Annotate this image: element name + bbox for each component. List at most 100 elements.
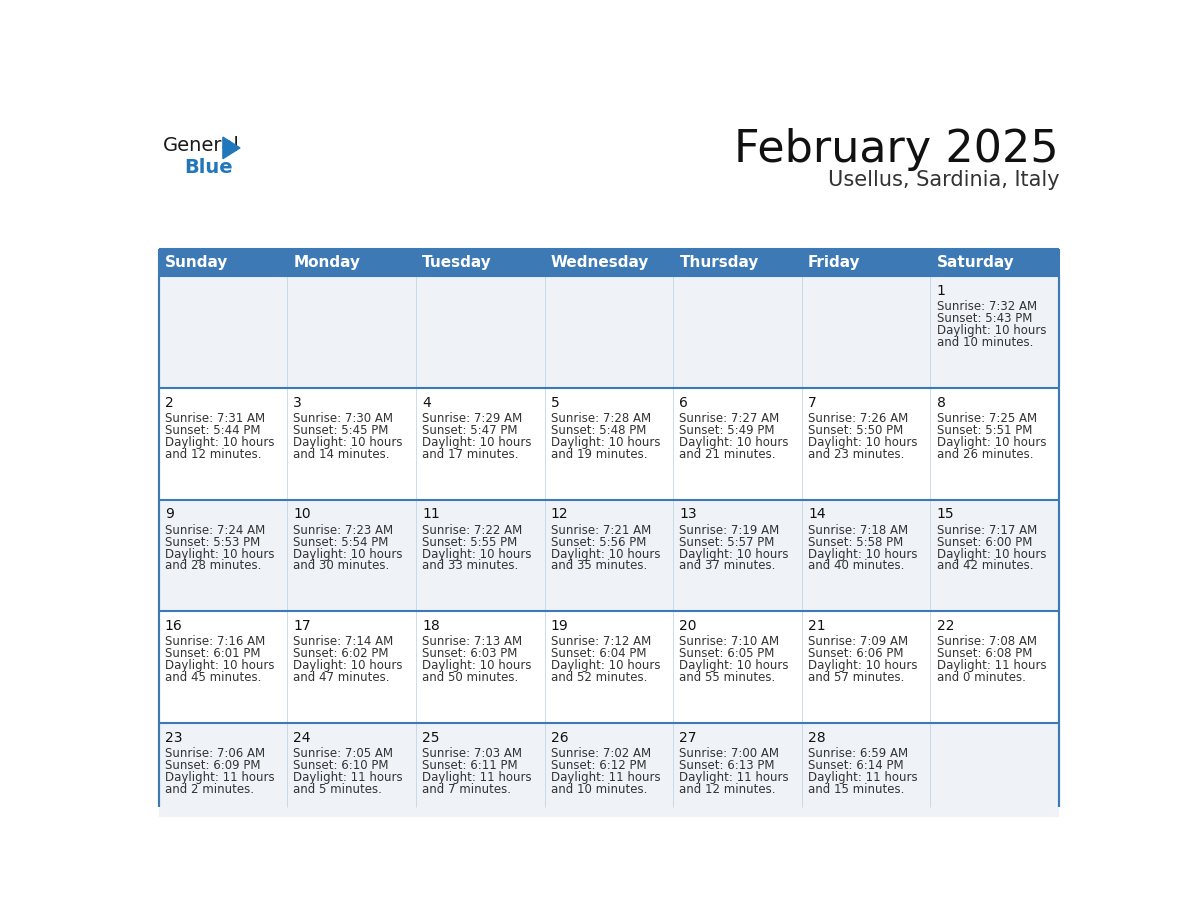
- Text: 12: 12: [551, 508, 568, 521]
- Text: 15: 15: [936, 508, 954, 521]
- Text: 5: 5: [551, 396, 560, 409]
- Text: Sunset: 6:05 PM: Sunset: 6:05 PM: [680, 647, 775, 660]
- Text: 3: 3: [293, 396, 302, 409]
- Bar: [287, 499, 416, 611]
- Text: Daylight: 10 hours: Daylight: 10 hours: [165, 659, 274, 672]
- Bar: [544, 276, 674, 388]
- Text: Sunset: 5:48 PM: Sunset: 5:48 PM: [551, 424, 646, 437]
- Text: Sunset: 5:55 PM: Sunset: 5:55 PM: [422, 535, 517, 549]
- Bar: [158, 723, 287, 834]
- Text: Sunrise: 7:13 AM: Sunrise: 7:13 AM: [422, 635, 523, 648]
- Text: Sunset: 5:51 PM: Sunset: 5:51 PM: [936, 424, 1032, 437]
- Text: and 55 minutes.: and 55 minutes.: [680, 671, 776, 684]
- Bar: [674, 723, 802, 834]
- Text: and 28 minutes.: and 28 minutes.: [165, 559, 261, 573]
- Text: Sunset: 5:47 PM: Sunset: 5:47 PM: [422, 424, 518, 437]
- Text: and 17 minutes.: and 17 minutes.: [422, 448, 519, 461]
- Text: 7: 7: [808, 396, 817, 409]
- Bar: [158, 388, 287, 499]
- Text: Sunset: 6:09 PM: Sunset: 6:09 PM: [165, 759, 260, 772]
- Text: 2: 2: [165, 396, 173, 409]
- Text: 20: 20: [680, 619, 697, 633]
- Text: Sunset: 6:00 PM: Sunset: 6:00 PM: [936, 535, 1032, 549]
- Text: 9: 9: [165, 508, 173, 521]
- Bar: [930, 723, 1060, 834]
- Bar: [802, 388, 930, 499]
- Bar: [544, 499, 674, 611]
- Text: 26: 26: [551, 731, 568, 744]
- Text: Daylight: 10 hours: Daylight: 10 hours: [293, 659, 403, 672]
- Text: Daylight: 10 hours: Daylight: 10 hours: [551, 547, 661, 561]
- Text: Sunset: 5:57 PM: Sunset: 5:57 PM: [680, 535, 775, 549]
- Text: and 52 minutes.: and 52 minutes.: [551, 671, 647, 684]
- Text: and 35 minutes.: and 35 minutes.: [551, 559, 647, 573]
- Text: Daylight: 10 hours: Daylight: 10 hours: [936, 547, 1047, 561]
- Text: Daylight: 10 hours: Daylight: 10 hours: [551, 659, 661, 672]
- Text: Sunset: 6:08 PM: Sunset: 6:08 PM: [936, 647, 1032, 660]
- Bar: [802, 499, 930, 611]
- Text: and 30 minutes.: and 30 minutes.: [293, 559, 390, 573]
- Bar: [802, 611, 930, 723]
- Text: and 50 minutes.: and 50 minutes.: [422, 671, 518, 684]
- Text: 4: 4: [422, 396, 431, 409]
- Text: Sunset: 5:56 PM: Sunset: 5:56 PM: [551, 535, 646, 549]
- Text: and 10 minutes.: and 10 minutes.: [936, 336, 1034, 349]
- Text: and 47 minutes.: and 47 minutes.: [293, 671, 390, 684]
- Polygon shape: [223, 137, 240, 159]
- Text: and 5 minutes.: and 5 minutes.: [293, 783, 383, 796]
- Text: Sunrise: 7:02 AM: Sunrise: 7:02 AM: [551, 747, 651, 760]
- Text: and 14 minutes.: and 14 minutes.: [293, 448, 390, 461]
- Text: and 37 minutes.: and 37 minutes.: [680, 559, 776, 573]
- Bar: [158, 611, 287, 723]
- Bar: [544, 388, 674, 499]
- Text: Daylight: 10 hours: Daylight: 10 hours: [808, 547, 917, 561]
- Text: Sunrise: 7:19 AM: Sunrise: 7:19 AM: [680, 523, 779, 537]
- Text: Sunset: 5:49 PM: Sunset: 5:49 PM: [680, 424, 775, 437]
- Text: Sunset: 6:06 PM: Sunset: 6:06 PM: [808, 647, 904, 660]
- Text: 23: 23: [165, 731, 182, 744]
- Text: Usellus, Sardinia, Italy: Usellus, Sardinia, Italy: [828, 170, 1060, 190]
- Text: Sunset: 6:02 PM: Sunset: 6:02 PM: [293, 647, 388, 660]
- Text: Daylight: 10 hours: Daylight: 10 hours: [680, 547, 789, 561]
- Bar: [544, 611, 674, 723]
- Text: 25: 25: [422, 731, 440, 744]
- Text: 14: 14: [808, 508, 826, 521]
- Text: Daylight: 10 hours: Daylight: 10 hours: [680, 659, 789, 672]
- Text: Sunrise: 7:28 AM: Sunrise: 7:28 AM: [551, 412, 651, 425]
- Text: Daylight: 11 hours: Daylight: 11 hours: [936, 659, 1047, 672]
- Text: Sunrise: 7:25 AM: Sunrise: 7:25 AM: [936, 412, 1037, 425]
- Text: 17: 17: [293, 619, 311, 633]
- Text: Sunrise: 7:06 AM: Sunrise: 7:06 AM: [165, 747, 265, 760]
- Bar: [802, 723, 930, 834]
- Text: Sunrise: 7:08 AM: Sunrise: 7:08 AM: [936, 635, 1037, 648]
- Text: Sunrise: 7:23 AM: Sunrise: 7:23 AM: [293, 523, 393, 537]
- Text: and 12 minutes.: and 12 minutes.: [680, 783, 776, 796]
- Text: Daylight: 10 hours: Daylight: 10 hours: [422, 659, 531, 672]
- Text: Sunrise: 7:03 AM: Sunrise: 7:03 AM: [422, 747, 522, 760]
- Text: Daylight: 11 hours: Daylight: 11 hours: [422, 771, 532, 784]
- Text: Sunset: 5:45 PM: Sunset: 5:45 PM: [293, 424, 388, 437]
- Bar: [416, 611, 544, 723]
- Text: Sunrise: 7:22 AM: Sunrise: 7:22 AM: [422, 523, 523, 537]
- Text: Sunset: 6:14 PM: Sunset: 6:14 PM: [808, 759, 904, 772]
- Text: Daylight: 10 hours: Daylight: 10 hours: [293, 436, 403, 449]
- Bar: [416, 499, 544, 611]
- Bar: [674, 249, 802, 276]
- Bar: [287, 723, 416, 834]
- Bar: [930, 499, 1060, 611]
- Text: Daylight: 10 hours: Daylight: 10 hours: [422, 547, 531, 561]
- Text: Sunset: 5:44 PM: Sunset: 5:44 PM: [165, 424, 260, 437]
- Text: Sunrise: 7:10 AM: Sunrise: 7:10 AM: [680, 635, 779, 648]
- Bar: [158, 249, 287, 276]
- Text: and 23 minutes.: and 23 minutes.: [808, 448, 904, 461]
- Bar: [287, 611, 416, 723]
- Bar: [930, 249, 1060, 276]
- Text: and 12 minutes.: and 12 minutes.: [165, 448, 261, 461]
- Text: Sunrise: 7:09 AM: Sunrise: 7:09 AM: [808, 635, 908, 648]
- Text: and 26 minutes.: and 26 minutes.: [936, 448, 1034, 461]
- Text: 10: 10: [293, 508, 311, 521]
- Text: Daylight: 10 hours: Daylight: 10 hours: [936, 436, 1047, 449]
- Text: Sunset: 5:50 PM: Sunset: 5:50 PM: [808, 424, 903, 437]
- Text: Sunrise: 7:00 AM: Sunrise: 7:00 AM: [680, 747, 779, 760]
- Text: Daylight: 10 hours: Daylight: 10 hours: [165, 436, 274, 449]
